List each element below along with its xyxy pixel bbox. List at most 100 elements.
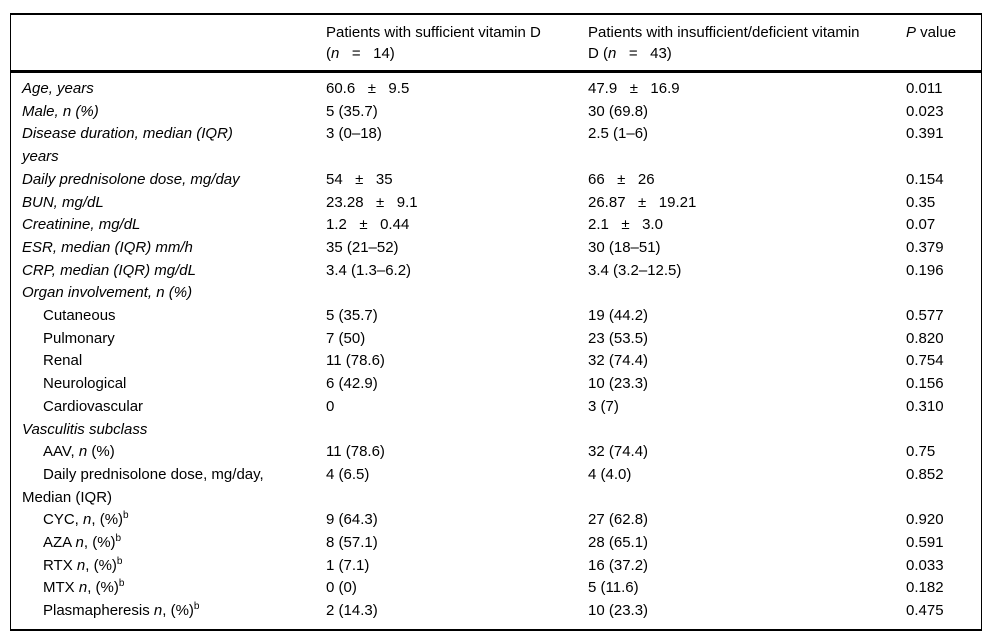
cell-insufficient: 19 (44.2) [588,307,649,325]
table-row: Male, n (%) 5 (35.7) 30 (69.8) 0.023 [11,101,981,124]
cell-sufficient: 54 ± 35 [326,170,393,188]
table-row: Daily prednisolone dose, mg/day, Median … [11,464,981,509]
row-label: Pulmonary [43,329,115,347]
row-label: RTX n, (%)b [43,555,123,574]
cell-pvalue: 0.011 [906,80,943,97]
row-label: Organ involvement, n (%) [22,284,193,302]
row-label: Male, n (%) [22,102,99,120]
cell-insufficient: 30 (69.8) [588,102,649,120]
cell-insufficient: 30 (18–51) [588,238,661,256]
cell-sufficient: 0 [326,397,335,415]
cell-pvalue: 0.820 [906,329,944,347]
table-header: Patients with sufficient vitamin D (n = 1… [11,15,981,73]
row-label: AZA n, (%)b [43,533,122,552]
cell-insufficient: 32 (74.4) [588,443,649,461]
row-label: Plasmapheresis n, (%)b [43,601,200,620]
sufficient-header: Patients with sufficient vitamin D (n = 1… [326,24,541,62]
row-label: Cardiovascular [43,397,144,415]
cell-pvalue: 0.182 [906,579,944,597]
table-row: Age, years 60.6 ± 9.5 47.9 ± 16.9 0.011 [11,78,981,101]
cell-insufficient: 2.1 ± 3.0 [588,216,663,234]
cell-sufficient: 4 (6.5) [326,465,370,483]
cell-insufficient: 2.5 (1–6) [588,125,649,143]
cell-insufficient: 47.9 ± 16.9 [588,80,680,97]
table-row: RTX n, (%)b 1 (7.1) 16 (37.2) 0.033 [11,555,981,578]
cell-insufficient: 27 (62.8) [588,511,649,529]
cell-sufficient: 3 (0–18) [326,125,382,143]
cell-sufficient: 5 (35.7) [326,102,378,120]
row-label: Daily prednisolone dose, mg/day, Median … [22,465,264,506]
row-label: BUN, mg/dL [22,193,104,211]
row-label: AAV, n (%) [43,443,115,461]
cell-sufficient: 1 (7.1) [326,556,370,574]
table-row: CYC, n, (%)b 9 (64.3) 27 (62.8) 0.920 [11,509,981,532]
cell-pvalue: 0.379 [906,238,944,256]
cell-insufficient: 66 ± 26 [588,170,655,188]
row-label: Renal [43,352,83,370]
table-row: Daily prednisolone dose, mg/day 54 ± 35 66… [11,169,981,192]
row-label: CRP, median (IQR) mg/dL [22,261,196,279]
table-row: Cardiovascular 0 3 (7) 0.310 [11,396,981,419]
cell-insufficient: 26.87 ± 19.21 [588,193,697,211]
cell-insufficient: 4 (4.0) [588,465,632,483]
table-row: AZA n, (%)b 8 (57.1) 28 (65.1) 0.591 [11,532,981,555]
cell-insufficient: 5 (11.6) [588,579,639,597]
table-row: Neurological 6 (42.9) 10 (23.3) 0.156 [11,373,981,396]
cell-sufficient: 35 (21–52) [326,238,399,256]
cell-pvalue: 0.023 [906,102,944,120]
cell-pvalue: 0.154 [906,170,944,188]
cell-insufficient: 16 (37.2) [588,556,649,574]
cell-pvalue: 0.475 [906,602,944,620]
insufficient-header: Patients with insufficient/deficient vit… [588,24,860,62]
row-label: Neurological [43,375,127,393]
row-label: Daily prednisolone dose, mg/day [22,170,240,188]
cell-insufficient: 3.4 (3.2–12.5) [588,261,682,279]
cell-pvalue: 0.196 [906,261,944,279]
cell-sufficient: 23.28 ± 9.1 [326,193,418,211]
cell-insufficient: 10 (23.3) [588,375,649,393]
table-row: Organ involvement, n (%) [11,282,981,305]
cell-pvalue: 0.156 [906,375,944,393]
cell-pvalue: 0.754 [906,352,944,370]
cell-pvalue: 0.07 [906,216,936,234]
cell-pvalue: 0.920 [906,511,944,529]
cell-sufficient: 11 (78.6) [326,352,385,370]
cell-pvalue: 0.75 [906,443,936,461]
table-row: Vasculitis subclass [11,419,981,442]
table-row: Cutaneous 5 (35.7) 19 (44.2) 0.577 [11,305,981,328]
table-row: Creatinine, mg/dL 1.2 ± 0.44 2.1 ± 3.0 0.07 [11,214,981,237]
cell-insufficient: 10 (23.3) [588,602,649,620]
table-row: BUN, mg/dL 23.28 ± 9.1 26.87 ± 19.21 0.35 [11,192,981,215]
cell-pvalue: 0.033 [906,556,944,574]
cell-pvalue: 0.391 [906,125,944,143]
cell-insufficient: 28 (65.1) [588,534,649,552]
table-row: Renal 11 (78.6) 32 (74.4) 0.754 [11,350,981,373]
cell-insufficient: 3 (7) [588,397,619,415]
cell-sufficient: 60.6 ± 9.5 [326,80,410,97]
row-label: MTX n, (%)b [43,578,125,597]
cell-insufficient: 32 (74.4) [588,352,649,370]
cell-sufficient: 3.4 (1.3–6.2) [326,261,412,279]
cell-sufficient: 6 (42.9) [326,375,378,393]
table-row: Disease duration, median (IQR) years 3 (0… [11,123,981,168]
cell-sufficient: 1.2 ± 0.44 [326,216,410,234]
cell-pvalue: 0.852 [906,465,944,483]
cell-insufficient: 23 (53.5) [588,329,649,347]
cell-sufficient: 5 (35.7) [326,307,378,325]
cell-sufficient: 7 (50) [326,329,366,347]
row-label: CYC, n, (%)b [43,510,129,529]
cell-pvalue: 0.591 [906,534,944,552]
table-row: ESR, median (IQR) mm/h 35 (21–52) 30 (18–5… [11,237,981,260]
row-label: Creatinine, mg/dL [22,216,141,234]
cell-sufficient: 8 (57.1) [326,534,378,552]
pvalue-header: P value [906,24,957,41]
cell-pvalue: 0.310 [906,397,944,415]
cell-sufficient: 2 (14.3) [326,602,378,620]
table-row: Pulmonary 7 (50) 23 (53.5) 0.820 [11,328,981,351]
table-row: Plasmapheresis n, (%)b 2 (14.3) 10 (23.3) 0… [11,600,981,623]
row-label: Cutaneous [43,307,116,325]
row-label: Disease duration, median (IQR) years [22,125,233,166]
table-row: MTX n, (%)b 0 (0) 5 (11.6) 0.182 [11,577,981,600]
cell-pvalue: 0.35 [906,193,936,211]
table-row: CRP, median (IQR) mg/dL 3.4 (1.3–6.2) 3.4 … [11,260,981,283]
